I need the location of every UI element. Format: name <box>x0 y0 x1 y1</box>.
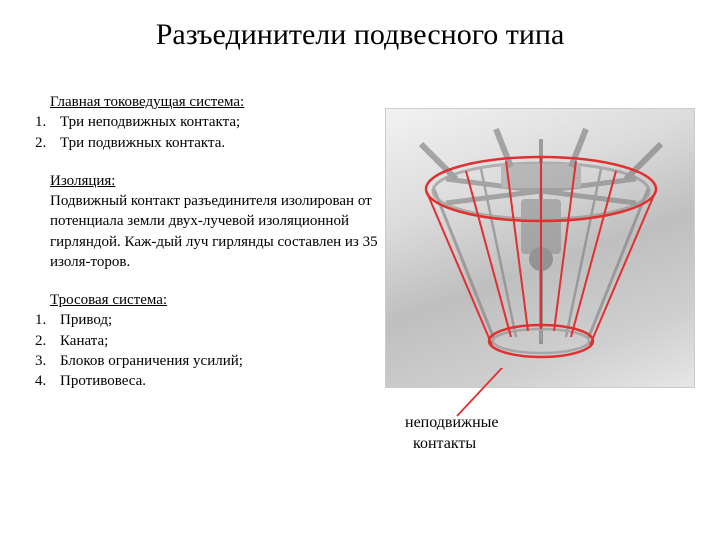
section-3-list: Привод; Каната; Блоков ограничения усили… <box>50 310 390 391</box>
section-1: Главная токоведущая система: Три неподви… <box>50 92 390 153</box>
content-area: Главная токоведущая система: Три неподви… <box>0 92 720 409</box>
section-2-heading: Изоляция: <box>50 171 390 191</box>
photo-svg <box>386 109 695 388</box>
page-title: Разъединители подвесного типа <box>0 0 720 52</box>
section-3-heading: Тросовая система: <box>50 290 390 310</box>
list-item: Каната; <box>50 331 390 351</box>
section-1-heading: Главная токоведущая система: <box>50 92 390 112</box>
caption-line-2: контакты <box>405 434 695 455</box>
text-column: Главная токоведущая система: Три неподви… <box>50 92 390 409</box>
list-item: Привод; <box>50 310 390 330</box>
section-3: Тросовая система: Привод; Каната; Блоков… <box>50 290 390 391</box>
figure-area: неподвижные контакты <box>385 108 695 455</box>
figure-caption: неподвижные контакты <box>405 413 695 455</box>
equipment-photo <box>385 108 695 388</box>
section-2: Изоляция: Подвижный контакт разъединител… <box>50 171 390 272</box>
section-1-list: Три неподвижных контакта; Три подвижных … <box>50 112 390 153</box>
list-item: Противовеса. <box>50 371 390 391</box>
list-item: Три подвижных контакта. <box>50 133 390 153</box>
caption-line-1: неподвижные <box>405 413 695 434</box>
list-item: Три неподвижных контакта; <box>50 112 390 132</box>
section-2-paragraph: Подвижный контакт разъединителя изолиров… <box>50 191 390 272</box>
list-item: Блоков ограничения усилий; <box>50 351 390 371</box>
